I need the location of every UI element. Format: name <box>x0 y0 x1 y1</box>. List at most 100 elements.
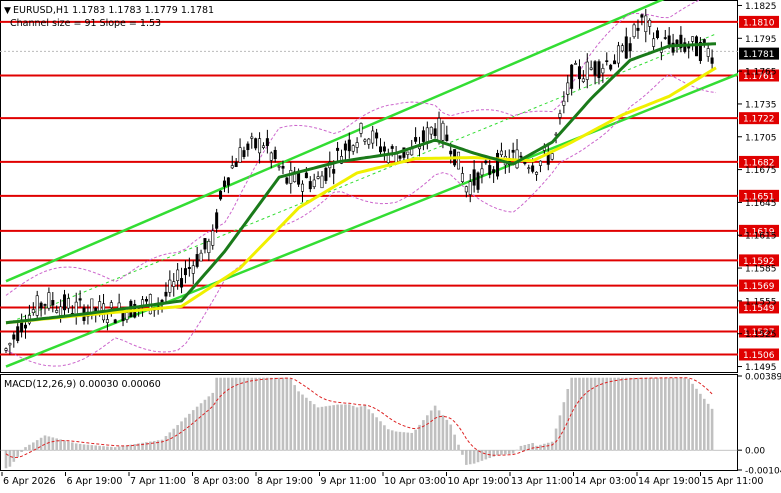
macd-bar <box>347 404 351 451</box>
macd-bar <box>129 444 133 451</box>
macd-bar <box>422 420 425 451</box>
candle-body <box>164 291 168 297</box>
macd-bar <box>566 388 570 451</box>
candle-body <box>605 60 609 62</box>
price-tick-label: 1.1495 <box>745 363 777 373</box>
candle-body <box>585 61 589 80</box>
macd-bar <box>4 450 8 469</box>
price-tick-label: 1.1765 <box>745 68 777 78</box>
macd-bar <box>574 377 577 451</box>
macd-bar <box>125 445 129 451</box>
time-label: 8 Apr 03:00 <box>194 476 250 487</box>
macd-bar <box>219 377 222 451</box>
candle-body <box>367 138 371 145</box>
macd-bar <box>523 444 527 451</box>
macd-bar <box>141 442 144 451</box>
level-label: 1.1592 <box>743 257 775 267</box>
envelope-upper <box>5 0 701 296</box>
candle-body <box>300 183 304 192</box>
macd-bar <box>246 377 250 451</box>
candle-body <box>222 180 226 187</box>
macd-bar <box>426 415 429 451</box>
macd-bar <box>390 430 394 451</box>
macd-bar <box>511 450 515 454</box>
candle-body <box>371 130 375 144</box>
macd-bar <box>429 410 433 451</box>
macd-bar <box>632 377 636 451</box>
macd-bar <box>211 392 215 451</box>
macd-bar <box>277 377 281 451</box>
macd-bar <box>113 447 117 451</box>
candle-body <box>250 136 254 139</box>
macd-bar <box>406 432 410 451</box>
candle-body <box>613 60 617 65</box>
macd-bar <box>172 428 176 451</box>
candle-body <box>499 150 503 156</box>
candle-body <box>429 126 433 135</box>
current-price-label: 1.1781 <box>743 50 775 60</box>
macd-bar <box>605 377 609 451</box>
macd-bar <box>102 446 105 451</box>
candle-body <box>316 176 320 179</box>
macd-bar <box>35 440 39 451</box>
candle-body <box>343 143 347 151</box>
moving-averages <box>5 42 717 325</box>
candle-body <box>215 212 219 229</box>
candle-body <box>652 38 656 47</box>
level-badge <box>739 224 779 237</box>
macd-bar <box>519 445 523 451</box>
macd-bar <box>433 405 437 451</box>
candle-body <box>66 298 70 309</box>
macd-bar <box>706 403 710 451</box>
channel-info: Channel size = 91 Slope = 1.53 <box>10 18 161 29</box>
candle-body <box>468 181 472 195</box>
macd-bar <box>601 377 605 451</box>
macd-bar <box>39 437 43 451</box>
candle-body <box>63 294 67 311</box>
channel-upper-line <box>5 0 665 283</box>
macd-bar <box>515 449 519 451</box>
macd-bar <box>133 444 137 451</box>
macd-bar <box>636 377 640 451</box>
candle-body <box>363 139 367 142</box>
candle-body <box>109 302 113 308</box>
candle-body <box>577 66 581 80</box>
macd-bar <box>671 377 675 451</box>
macd-bar <box>582 377 585 451</box>
candle-body <box>488 165 492 175</box>
macd-bar <box>543 443 546 451</box>
candle-body <box>234 162 238 167</box>
macd-bar <box>710 408 714 451</box>
macd-bar <box>32 442 35 451</box>
level-label: 1.1619 <box>743 227 775 237</box>
macd-bar <box>660 377 663 451</box>
macd-bar <box>24 447 27 451</box>
candle-body <box>211 230 215 246</box>
macd-bar <box>156 440 160 451</box>
candle-body <box>238 147 242 163</box>
candle-body <box>628 43 632 52</box>
macd-bar <box>461 450 464 455</box>
price-tick-label: 1.1825 <box>745 2 777 12</box>
candle-body <box>74 301 78 315</box>
price-tick-label: 1.1615 <box>745 232 777 242</box>
macd-bar <box>379 421 382 451</box>
candle-body <box>195 254 199 267</box>
macd-bar <box>203 399 207 451</box>
candle-body <box>8 343 12 346</box>
level-label: 1.1761 <box>743 72 775 82</box>
level-badge <box>739 279 779 292</box>
candle-body <box>246 143 250 151</box>
candle-body <box>460 173 464 182</box>
macd-bar <box>398 431 402 451</box>
candle-body <box>691 36 695 42</box>
candle-body <box>351 145 355 152</box>
macd-bar <box>207 396 211 451</box>
candle-body <box>320 175 324 189</box>
candle-body <box>640 14 644 18</box>
macd-bar <box>289 378 293 451</box>
macd-bar <box>312 404 316 451</box>
time-label: 14 Apr 19:00 <box>638 476 700 487</box>
macd-bar <box>539 444 542 451</box>
